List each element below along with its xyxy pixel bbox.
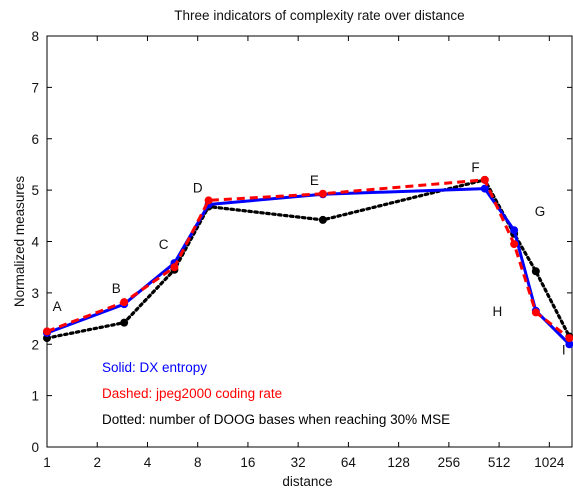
point-label: H (493, 304, 503, 319)
x-tick-label: 1024 (534, 455, 565, 470)
series-point-dashed (565, 334, 573, 343)
x-tick-label: 2 (93, 455, 101, 470)
x-tick-label: 64 (341, 455, 357, 470)
y-tick-label: 2 (31, 337, 39, 352)
series-point-dashed (531, 308, 540, 317)
legend-entry: Dashed: jpeg2000 coding rate (102, 386, 282, 401)
series-point-solid (480, 184, 489, 193)
y-tick-label: 8 (31, 29, 39, 44)
y-tick-label: 3 (31, 286, 39, 301)
point-label: G (535, 204, 546, 219)
point-label: I (562, 343, 566, 358)
chart-title: Three indicators of complexity rate over… (174, 8, 464, 23)
x-tick-label: 128 (387, 455, 410, 470)
y-tick-label: 7 (31, 80, 39, 95)
point-labels: A B C D E F G H I (53, 160, 566, 357)
point-label: A (53, 299, 62, 314)
legend-entry: Solid: DX entropy (102, 360, 207, 375)
series-layer (43, 175, 573, 349)
legend-entry: Dotted: number of DOOG bases when reachi… (102, 412, 450, 427)
series-line-dotted (45, 178, 571, 340)
y-axis-label: Normalized measures (12, 176, 27, 308)
series-point-solid (510, 226, 519, 235)
series-point-solid (565, 340, 573, 349)
point-label: D (193, 181, 203, 196)
x-axis-label: distance (282, 474, 332, 489)
y-tick-label: 5 (31, 183, 39, 198)
series-point-dashed (170, 263, 179, 272)
y-tick-label: 1 (31, 389, 39, 404)
x-tick-label: 32 (291, 455, 306, 470)
legend: Solid: DX entropy Dashed: jpeg2000 coding… (102, 360, 450, 427)
x-tick-label: 4 (144, 455, 152, 470)
series-line-dashed (46, 178, 571, 340)
point-label: C (159, 237, 169, 252)
point-label: F (471, 160, 479, 175)
series-point-dotted (120, 318, 129, 327)
x-tick-label: 1 (43, 455, 51, 470)
x-tick-label: 8 (194, 455, 202, 470)
series-point-dashed (204, 196, 213, 205)
series-point-dashed (510, 240, 519, 249)
x-tick-label: 512 (488, 455, 511, 470)
series-point-dotted (531, 267, 540, 276)
series-point-dashed (43, 327, 51, 336)
series-point-dashed (120, 298, 129, 307)
point-label: B (112, 281, 121, 296)
y-tick-label: 6 (31, 132, 39, 147)
y-tick-label: 4 (31, 235, 39, 250)
x-tick-label: 256 (438, 455, 461, 470)
series-point-dashed (480, 175, 489, 184)
series-point-dotted (318, 215, 327, 224)
series-point-dashed (318, 189, 327, 198)
x-tick-label: 16 (240, 455, 255, 470)
y-tick-label: 0 (31, 440, 39, 455)
point-label: E (310, 173, 319, 188)
